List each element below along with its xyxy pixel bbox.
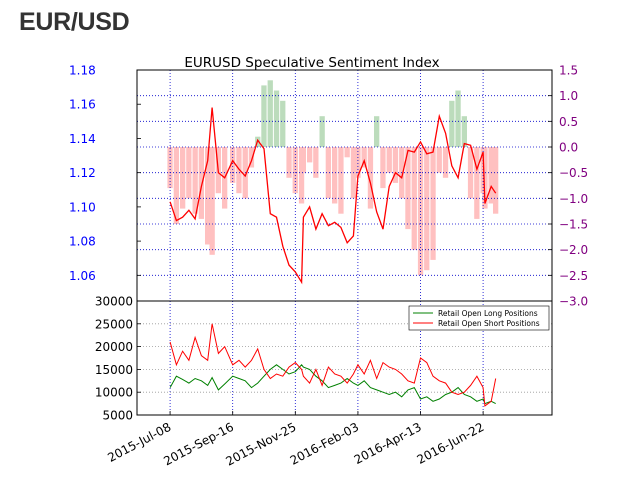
ssi-bar — [319, 116, 325, 147]
price-tick-label: 1.16 — [69, 98, 96, 112]
price-line — [169, 107, 497, 285]
ssi-bar — [442, 147, 449, 178]
ssi-bar — [461, 116, 467, 147]
ssi-bar — [230, 147, 236, 183]
ssi-tick-label: 1.5 — [559, 64, 578, 78]
price-ssi-plot: 1.06 1.08 1.10 1.12 1.14 1.16 1.18 1.5 1.0 0.5 0.0… — [69, 64, 588, 309]
chart-title: EURUSD Speculative Sentiment Index — [184, 55, 439, 71]
ssi-bar — [392, 147, 399, 183]
ssi-bar — [344, 147, 350, 158]
ssi-bar — [173, 147, 179, 224]
price-tick-label: 1.10 — [69, 200, 96, 214]
ssi-bar — [180, 147, 186, 209]
count-tick-label: 25000 — [95, 317, 133, 331]
ssi-bar — [430, 147, 436, 260]
count-tick-label: 30000 — [95, 295, 133, 309]
ssi-tick-label: −2.5 — [559, 269, 588, 283]
x-tick-label: 2015-Sep-16 — [161, 420, 236, 469]
series-line — [169, 323, 497, 407]
ssi-bar — [313, 147, 319, 178]
ssi-bar — [474, 147, 480, 219]
bottom-axes-frame — [136, 300, 553, 416]
x-tick-label: 2016-Feb-03 — [288, 420, 361, 468]
ssi-bar — [248, 147, 255, 168]
x-tick-label: 2016-Apr-13 — [352, 420, 424, 467]
legend-label: Retail Open Short Positions — [438, 319, 540, 328]
ssi-bar — [192, 147, 198, 214]
ssi-bar — [488, 147, 494, 204]
positions-plot: 500010000150002000025000300002015-Jul-08… — [95, 295, 553, 469]
ssi-tick-label: 0.0 — [559, 141, 578, 155]
ssi-bar — [455, 90, 461, 147]
ssi-tick-label: −2.0 — [559, 243, 588, 257]
ssi-bar — [424, 147, 430, 271]
ssi-tick-label: −1.5 — [559, 218, 588, 232]
price-tick-label: 1.08 — [69, 235, 96, 249]
legend-label: Retail Open Long Positions — [438, 309, 538, 318]
ssi-bar — [493, 147, 499, 214]
ssi-bar — [307, 147, 313, 163]
ssi-bar — [167, 147, 173, 189]
price-tick-label: 1.06 — [69, 269, 96, 283]
ssi-bar — [355, 147, 361, 178]
ssi-bar — [261, 85, 267, 147]
ssi-bar — [209, 147, 215, 255]
ssi-bar — [449, 100, 455, 147]
ssi-bar — [386, 147, 392, 173]
ssi-tick-label: −0.5 — [559, 166, 588, 180]
ssi-bar — [332, 147, 338, 204]
ssi-bar — [411, 147, 417, 250]
page-title: EUR/USD — [19, 8, 130, 36]
legend-box — [408, 305, 550, 331]
ssi-bar — [205, 147, 211, 245]
ssi-tick-label: −3.0 — [559, 295, 588, 309]
count-tick-label: 20000 — [95, 340, 133, 354]
ssi-bar — [367, 147, 374, 209]
price-tick-label: 1.14 — [69, 132, 96, 146]
ssi-bar — [280, 100, 286, 147]
x-tick-label: 2016-Jun-22 — [415, 420, 487, 467]
ssi-bar — [286, 147, 292, 178]
count-tick-label: 5000 — [102, 409, 133, 423]
x-tick-label: 2015-Nov-25 — [224, 420, 299, 469]
ssi-bar — [405, 147, 411, 230]
ssi-bar — [267, 80, 273, 147]
ssi-tick-label: −1.0 — [559, 192, 588, 206]
ssi-bar — [436, 147, 442, 173]
ssi-bar — [198, 147, 204, 219]
ssi-bar — [361, 147, 367, 168]
ssi-bar — [338, 147, 344, 214]
ssi-bar — [482, 147, 488, 209]
ssi-bar — [325, 147, 331, 199]
count-tick-label: 15000 — [95, 363, 133, 377]
ssi-bar — [298, 147, 305, 204]
price-tick-label: 1.12 — [69, 166, 96, 180]
ssi-bar — [374, 116, 380, 147]
ssi-tick-label: 0.5 — [559, 115, 578, 129]
ssi-bar — [273, 90, 280, 147]
series-line — [169, 364, 496, 405]
ssi-tick-label: 1.0 — [559, 89, 578, 103]
ssi-bar — [300, 147, 306, 173]
count-tick-label: 10000 — [95, 386, 133, 400]
ssi-bar — [292, 147, 298, 194]
price-tick-label: 1.18 — [69, 64, 96, 78]
ssi-bar — [380, 147, 386, 189]
